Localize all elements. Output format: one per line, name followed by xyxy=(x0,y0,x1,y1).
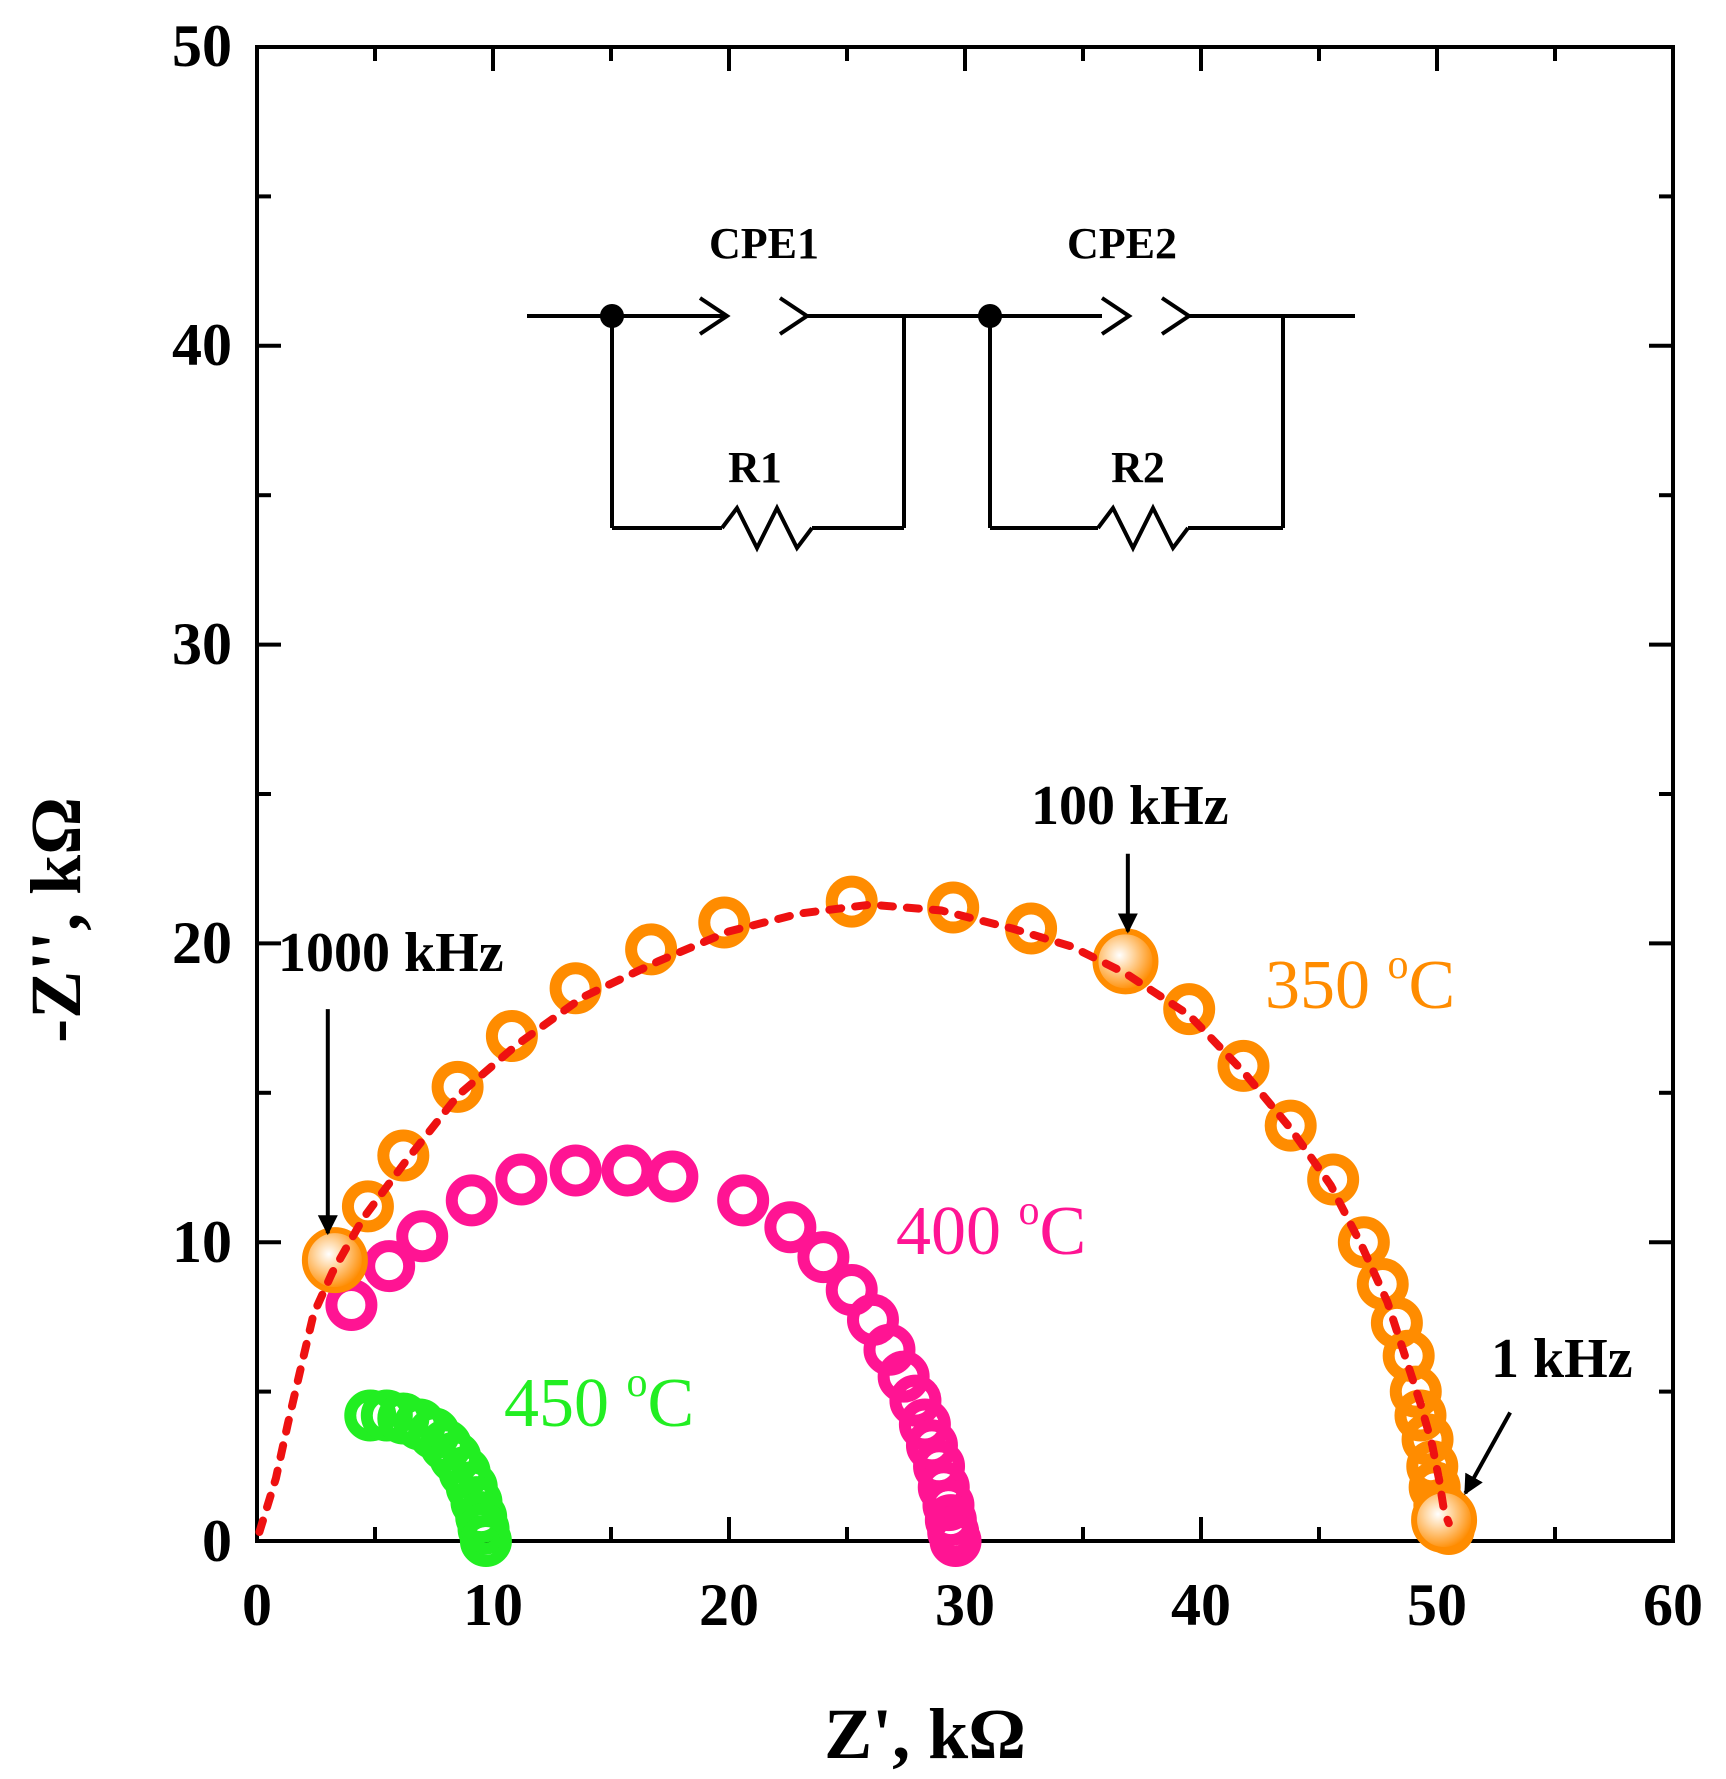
x-tick-labels: 0 10 20 30 40 50 60 xyxy=(242,1572,1703,1638)
label-400c: 400 oC xyxy=(896,1188,1086,1270)
x-tick-label-0: 0 xyxy=(242,1572,272,1638)
marker-400c xyxy=(445,1174,498,1227)
x-axis-title: Z', kΩ xyxy=(824,1694,1026,1774)
label-350c: 350 oC xyxy=(1265,942,1455,1024)
series-400c xyxy=(325,1144,982,1567)
frequency-annotations: 1000 kHz 100 kHz 1 kHz xyxy=(278,775,1633,1390)
marker-350c xyxy=(377,1129,430,1182)
marker-350c xyxy=(625,923,678,976)
marker-400c xyxy=(601,1144,654,1197)
cpe2-label: CPE2 xyxy=(1067,219,1177,268)
marker-400c xyxy=(717,1174,770,1227)
marker-450c xyxy=(459,1515,512,1567)
annotation-arrows xyxy=(317,853,1512,1495)
marker-350c xyxy=(1264,1099,1317,1152)
circuit-node-1 xyxy=(600,304,624,328)
marker-400c xyxy=(495,1153,548,1206)
x-tick-label-20: 20 xyxy=(699,1572,759,1638)
r1-label: R1 xyxy=(728,443,782,492)
marker-400c xyxy=(363,1240,416,1293)
fit-curve xyxy=(255,900,1453,1536)
circuit-node-2 xyxy=(978,304,1002,328)
marker-400c xyxy=(889,1374,942,1427)
marker-350c xyxy=(341,1180,394,1233)
x-tick-label-50: 50 xyxy=(1407,1572,1467,1638)
y-tick-label-20: 20 xyxy=(172,910,232,976)
equivalent-circuit-inset xyxy=(527,296,1355,553)
annotation-1000-khz: 1000 kHz xyxy=(278,922,504,984)
y-tick-label-10: 10 xyxy=(172,1209,232,1275)
x-tick-label-10: 10 xyxy=(463,1572,523,1638)
marker-350c xyxy=(1217,1039,1270,1092)
x-tick-label-60: 60 xyxy=(1643,1572,1703,1638)
y-tick-label-40: 40 xyxy=(172,312,232,378)
marker-350c xyxy=(1307,1153,1360,1206)
r2-label: R2 xyxy=(1111,443,1165,492)
y-tick-label-30: 30 xyxy=(172,611,232,677)
label-450c: 450 oC xyxy=(504,1360,694,1442)
x-axis-ticks xyxy=(255,47,1675,1541)
marker-400c xyxy=(797,1231,850,1284)
marker-400c xyxy=(396,1210,449,1263)
cpe1-label: CPE1 xyxy=(709,219,819,268)
marker-350c xyxy=(698,896,751,949)
marker-350c xyxy=(825,875,878,928)
y-axis-ticks xyxy=(257,45,1673,1543)
x-tick-label-40: 40 xyxy=(1171,1572,1231,1638)
y-tick-label-0: 0 xyxy=(202,1508,232,1574)
plot-frame xyxy=(255,45,1675,1543)
marker-350c xyxy=(1389,1365,1442,1418)
marker-400c xyxy=(646,1150,699,1203)
data-series xyxy=(255,875,1478,1567)
y-tick-labels: 0 10 20 30 40 50 xyxy=(172,13,232,1574)
annotation-1-khz: 1 kHz xyxy=(1491,1328,1633,1390)
marker-350c xyxy=(1337,1216,1390,1269)
marker-400c xyxy=(929,1515,982,1567)
series-450c xyxy=(344,1389,512,1567)
highlight-marker-350c xyxy=(301,1227,368,1294)
marker-400c xyxy=(549,1144,602,1197)
y-axis-title: -Z'', kΩ xyxy=(16,797,96,1043)
annotation-100-khz: 100 kHz xyxy=(1031,775,1229,837)
marker-350c xyxy=(1163,983,1216,1036)
marker-350c xyxy=(431,1060,484,1113)
marker-400c xyxy=(764,1201,817,1254)
annotation-arrow-2 xyxy=(1463,1411,1512,1495)
y-tick-label-50: 50 xyxy=(172,13,232,79)
x-tick-label-30: 30 xyxy=(935,1572,995,1638)
